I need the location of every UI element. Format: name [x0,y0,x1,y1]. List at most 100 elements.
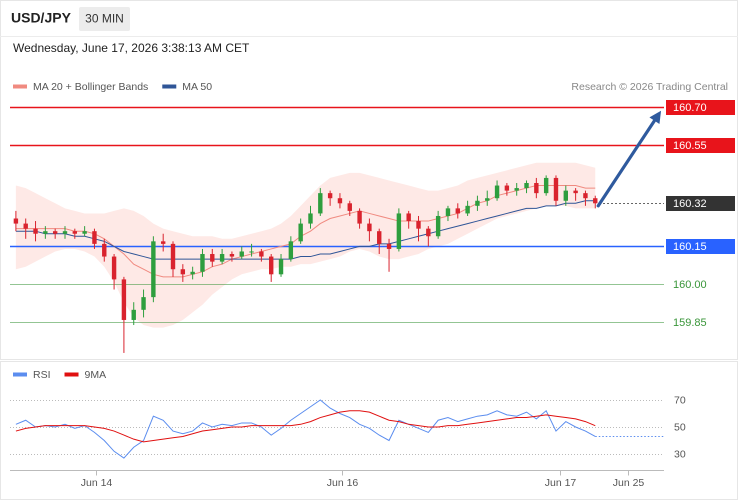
moving-average [15,200,596,260]
y-tick-label: 50 [674,421,686,433]
x-tick-label: Jun 14 [81,477,113,489]
candle-body [180,269,186,275]
candle-body [593,198,598,204]
rsi-panel [0,361,738,500]
indicator-line [15,410,596,443]
symbol: USD/JPY [11,10,72,26]
candle-body [435,215,441,237]
candle-body [426,228,431,237]
candle-body [396,213,402,249]
candle-body [249,251,254,253]
x-tick-label: Jun 16 [327,477,359,489]
legend-swatch [64,372,79,377]
price-badge [666,239,735,254]
candle-body [288,241,294,260]
candle-body [494,185,500,199]
candle-body [210,254,215,262]
candle-body [327,193,333,199]
y-tick-label: 160.55 [673,140,707,152]
candle-body [534,183,539,194]
price-badge [666,196,735,211]
candle-body [102,243,107,257]
candle-body [543,177,549,194]
candle-body [386,243,392,249]
back-layer [10,106,664,455]
candle-body [514,188,519,191]
legend-label: MA 50 [182,81,212,93]
credit: Research © 2026 Trading Central [571,81,728,93]
candle-body [82,231,87,234]
candle-body [524,183,529,189]
timestamp: Wednesday, June 17, 2026 3:38:13 AM CET [13,41,250,55]
candle-body [52,231,58,234]
candle-body [298,223,303,242]
candle-body [278,259,284,275]
candle-body [475,200,480,206]
indicator-line [15,399,596,459]
candle-body [33,228,38,234]
timeframe: 30 MIN [85,12,124,26]
legend-swatch [13,372,27,377]
candle-body [23,223,28,229]
candle-body [72,231,78,234]
candle-body [377,231,382,244]
candle-body [357,210,362,224]
candle-body [406,213,411,222]
candle-body [121,279,127,320]
candle-body [131,309,136,320]
candle-body [563,190,569,201]
candle-body [583,193,588,199]
candle-body [160,241,166,244]
y-tick-label: 160.32 [673,198,707,210]
legend-label: 9MA [85,369,107,381]
y-tick-label: 160.15 [673,241,707,253]
candle-body [445,208,451,216]
x-tick-label: Jun 17 [545,477,577,489]
candle-body [553,177,559,201]
price-badge [666,100,735,115]
candle-body [229,254,235,257]
forecast-arrow-head [649,110,662,125]
x-tick-label: Jun 25 [613,477,645,489]
price-badge [666,138,735,153]
y-tick-label: 159.85 [673,317,707,329]
legend-label: RSI [33,369,51,381]
candle-body [504,185,510,191]
candle-body [465,205,470,214]
candle-body [367,223,372,232]
candle-body [190,271,195,275]
legend-label: MA 20 + Bollinger Bands [33,81,148,93]
candle-body [239,251,244,257]
front-layer: MA 20 + Bollinger Bands MA 50 160.70 160.55… [10,81,735,489]
legend-swatch [13,84,27,89]
candle-body [219,254,225,262]
candle-body [308,213,313,224]
candle-body [318,193,323,214]
candle-body [200,254,205,272]
candle-body [259,251,264,257]
candle-body [337,198,343,204]
candle-body [269,256,274,275]
bollinger-band [15,162,596,328]
candle-body [141,297,146,310]
candle-body [62,231,68,234]
candle-body [43,231,48,234]
candle-body [347,203,352,211]
candle-body [416,221,421,229]
y-tick-label: 160.00 [673,279,707,291]
candle-body [13,218,19,224]
legend-swatch [162,84,177,89]
candle-body [573,190,578,194]
candle-body [455,208,460,214]
candle-body [111,256,117,280]
timeframe-badge [79,7,130,31]
candle-body [170,243,176,270]
y-tick-label: 160.70 [673,102,707,114]
y-tick-label: 30 [674,448,686,460]
candle-body [151,241,156,298]
candle-body [485,198,490,201]
y-tick-label: 70 [674,394,686,406]
candle-body [92,231,97,244]
forecast-arrow [596,119,657,208]
